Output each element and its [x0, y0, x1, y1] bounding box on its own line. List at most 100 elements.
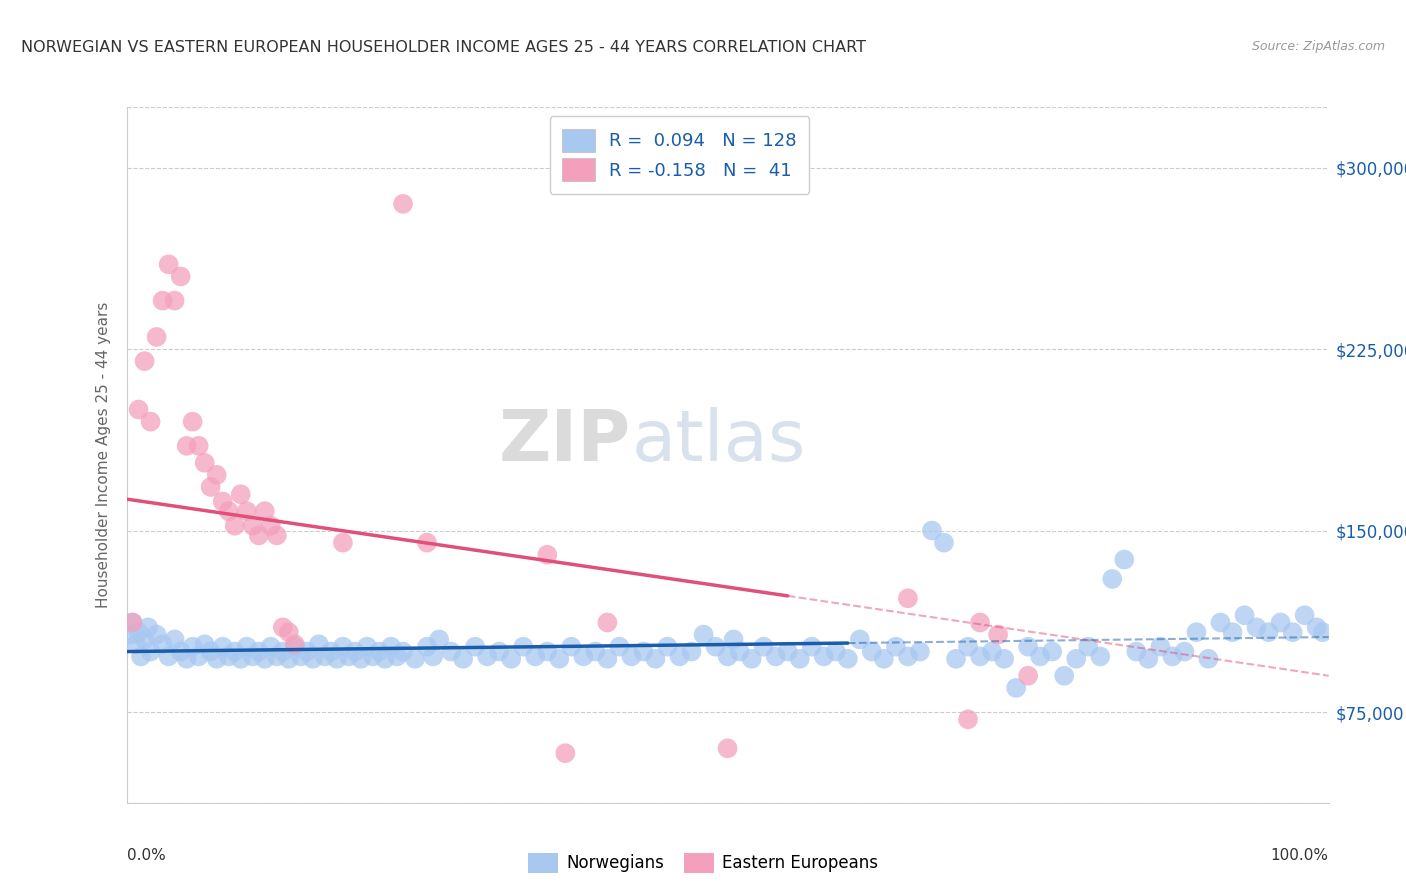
Point	[1209, 615, 1232, 630]
Point	[211, 494, 233, 508]
Point	[813, 649, 835, 664]
Point	[884, 640, 907, 654]
Point	[1246, 620, 1268, 634]
Point	[181, 640, 204, 654]
Point	[609, 640, 631, 654]
Point	[1312, 625, 1334, 640]
Text: atlas: atlas	[631, 407, 806, 475]
Point	[343, 644, 366, 658]
Point	[242, 518, 264, 533]
Point	[668, 649, 690, 664]
Point	[1197, 652, 1219, 666]
Point	[752, 640, 775, 654]
Point	[187, 439, 209, 453]
Point	[1040, 644, 1063, 658]
Point	[350, 652, 373, 666]
Point	[536, 548, 558, 562]
Point	[422, 649, 444, 664]
Point	[800, 640, 823, 654]
Point	[356, 640, 378, 654]
Point	[692, 627, 714, 641]
Point	[277, 625, 299, 640]
Point	[224, 644, 246, 658]
Point	[157, 649, 180, 664]
Point	[200, 480, 222, 494]
Point	[633, 644, 655, 658]
Point	[308, 637, 330, 651]
Point	[332, 535, 354, 549]
Point	[253, 504, 276, 518]
Point	[1125, 644, 1147, 658]
Point	[956, 712, 979, 726]
Point	[921, 524, 943, 538]
Point	[1270, 615, 1292, 630]
Point	[1294, 608, 1316, 623]
Point	[776, 644, 799, 658]
Point	[157, 257, 180, 271]
Point	[789, 652, 811, 666]
Point	[229, 487, 252, 501]
Point	[849, 632, 872, 647]
Text: 100.0%: 100.0%	[1271, 848, 1329, 863]
Point	[620, 649, 643, 664]
Point	[205, 467, 228, 482]
Point	[145, 330, 167, 344]
Point	[1029, 649, 1052, 664]
Point	[548, 652, 571, 666]
Point	[987, 627, 1010, 641]
Point	[873, 652, 896, 666]
Point	[326, 652, 349, 666]
Point	[501, 652, 523, 666]
Point	[1149, 640, 1171, 654]
Point	[1185, 625, 1208, 640]
Point	[824, 644, 846, 658]
Legend: Norwegians, Eastern Europeans: Norwegians, Eastern Europeans	[522, 847, 884, 880]
Point	[512, 640, 534, 654]
Point	[385, 649, 408, 664]
Point	[524, 649, 547, 664]
Point	[332, 640, 354, 654]
Point	[169, 644, 191, 658]
Point	[361, 649, 384, 664]
Point	[194, 456, 217, 470]
Point	[134, 354, 156, 368]
Point	[1222, 625, 1244, 640]
Point	[981, 644, 1004, 658]
Point	[134, 632, 156, 647]
Point	[1077, 640, 1099, 654]
Point	[451, 652, 474, 666]
Point	[1090, 649, 1112, 664]
Point	[224, 518, 246, 533]
Point	[368, 644, 391, 658]
Point	[993, 652, 1015, 666]
Point	[271, 644, 294, 658]
Point	[194, 637, 217, 651]
Point	[271, 620, 294, 634]
Point	[290, 649, 312, 664]
Point	[277, 652, 299, 666]
Point	[302, 652, 325, 666]
Point	[337, 649, 360, 664]
Point	[218, 504, 240, 518]
Text: 0.0%: 0.0%	[127, 848, 166, 863]
Point	[440, 644, 463, 658]
Point	[284, 640, 307, 654]
Point	[181, 415, 204, 429]
Point	[235, 640, 259, 654]
Point	[1233, 608, 1256, 623]
Point	[266, 649, 288, 664]
Point	[176, 652, 198, 666]
Point	[152, 293, 174, 308]
Point	[945, 652, 967, 666]
Point	[295, 644, 318, 658]
Point	[464, 640, 486, 654]
Point	[121, 615, 143, 630]
Point	[260, 640, 283, 654]
Point	[392, 644, 415, 658]
Point	[897, 591, 920, 606]
Point	[956, 640, 979, 654]
Point	[169, 269, 191, 284]
Point	[596, 615, 619, 630]
Point	[897, 649, 920, 664]
Point	[416, 535, 439, 549]
